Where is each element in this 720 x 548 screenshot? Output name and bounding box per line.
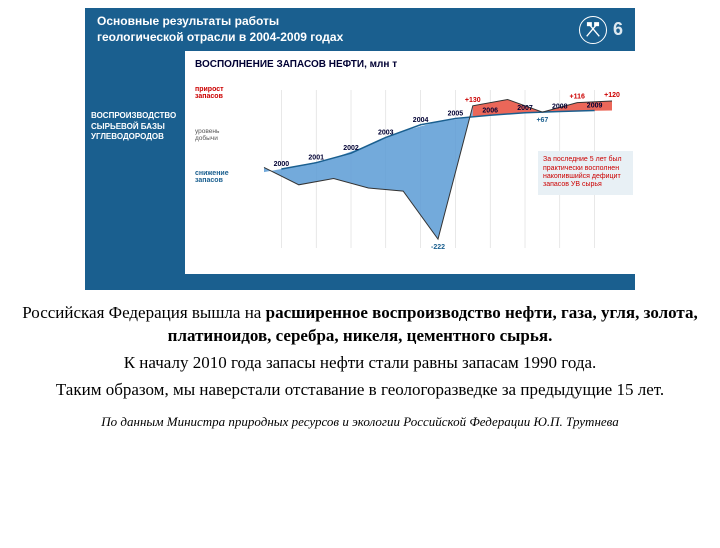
- side-note: За последние 5 лет был практически воспо…: [538, 151, 633, 195]
- svg-text:+67: +67: [536, 117, 548, 124]
- main-text: Российская Федерация вышла на расширенно…: [0, 290, 720, 410]
- content-row: ВОСПРОИЗВОДСТВО СЫРЬЕВОЙ БАЗЫ УГЛЕВОДОРО…: [85, 51, 635, 274]
- svg-text:2001: 2001: [308, 155, 324, 162]
- svg-text:-222: -222: [431, 244, 445, 251]
- para-3: Таким образом, мы наверстали отставание …: [18, 379, 702, 402]
- svg-text:2004: 2004: [413, 117, 429, 124]
- slide-container: Основные результаты работы геологической…: [85, 8, 635, 290]
- header-line2: геологической отрасли в 2004-2009 годах: [97, 30, 343, 46]
- chart-area: ВОСПОЛНЕНИЕ ЗАПАСОВ НЕФТИ, млн т прирост…: [185, 51, 635, 274]
- svg-text:2003: 2003: [378, 130, 394, 137]
- para-2: К началу 2010 года запасы нефти стали ра…: [18, 352, 702, 375]
- header-bar: Основные результаты работы геологической…: [85, 8, 635, 51]
- y-axis-labels: прирост запасов уровень добычи снижение …: [195, 76, 243, 266]
- header-line1: Основные результаты работы: [97, 14, 343, 30]
- y-label-snizhenie: снижение запасов: [195, 170, 243, 184]
- hammers-icon: [579, 16, 607, 44]
- svg-text:2006: 2006: [482, 107, 498, 114]
- y-label-prirost: прирост запасов: [195, 86, 243, 100]
- header-right: 6: [579, 16, 623, 44]
- svg-text:2002: 2002: [343, 145, 359, 152]
- svg-text:2008: 2008: [552, 104, 568, 111]
- svg-text:+116: +116: [570, 94, 585, 101]
- p1-pre: Российская Федерация вышла на: [22, 303, 265, 322]
- footer-bar: [85, 274, 635, 290]
- para-1: Российская Федерация вышла на расширенно…: [18, 302, 702, 348]
- sidebar: ВОСПРОИЗВОДСТВО СЫРЬЕВОЙ БАЗЫ УГЛЕВОДОРО…: [85, 51, 185, 274]
- sidebar-text: ВОСПРОИЗВОДСТВО СЫРЬЕВОЙ БАЗЫ УГЛЕВОДОРО…: [91, 111, 179, 142]
- svg-text:2007: 2007: [517, 105, 533, 112]
- svg-text:+120: +120: [604, 92, 620, 99]
- svg-text:2009: 2009: [587, 103, 603, 110]
- svg-text:+130: +130: [465, 97, 481, 104]
- y-label-level: уровень добычи: [195, 128, 243, 142]
- page-number: 6: [613, 19, 623, 40]
- svg-text:2005: 2005: [448, 111, 464, 118]
- citation: По данным Министра природных ресурсов и …: [0, 410, 720, 430]
- header-title: Основные результаты работы геологической…: [97, 14, 343, 45]
- chart-title: ВОСПОЛНЕНИЕ ЗАПАСОВ НЕФТИ, млн т: [195, 59, 625, 70]
- svg-text:2000: 2000: [274, 161, 290, 168]
